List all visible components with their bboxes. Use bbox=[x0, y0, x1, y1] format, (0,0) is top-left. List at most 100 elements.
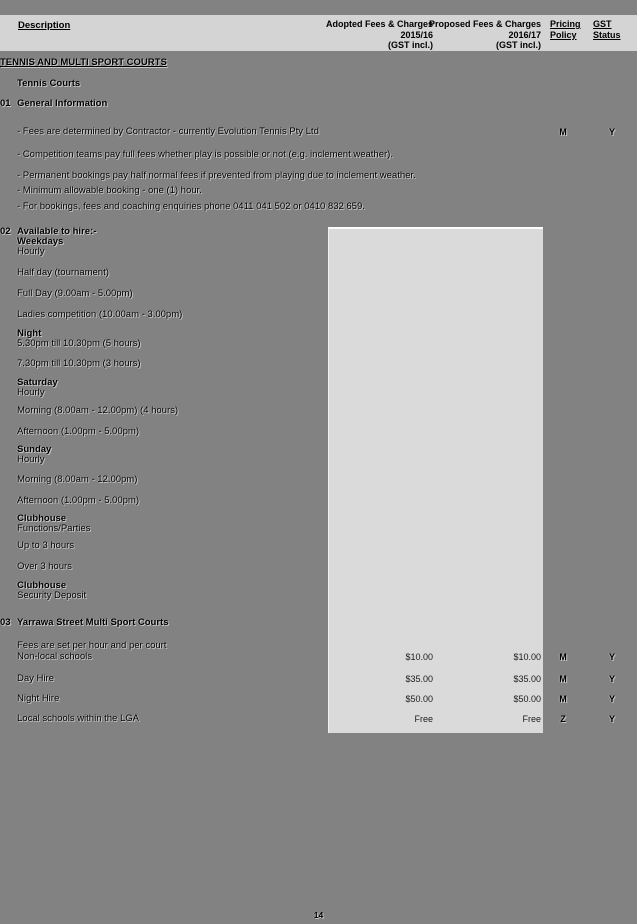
table-row: Full Day (9.00am - 5.00pm) bbox=[0, 289, 637, 299]
section-number: 01 bbox=[0, 98, 11, 109]
row-description: - Minimum allowable booking - one (1) ho… bbox=[17, 185, 202, 196]
row-description: Functions/Parties bbox=[17, 523, 91, 534]
row-description: Clubhouse bbox=[17, 513, 67, 524]
table-row: Sunday bbox=[0, 445, 637, 455]
row-description: Afternoon (1.00pm - 5.00pm) bbox=[17, 426, 139, 437]
table-row: - Fees are determined by Contractor - cu… bbox=[0, 126, 637, 138]
table-row: Up to 3 hours bbox=[0, 541, 637, 551]
row-description: Morning (8.00am - 12.00pm) bbox=[17, 474, 138, 485]
row-description: - Fees are determined by Contractor - cu… bbox=[17, 126, 319, 137]
adopted-fee-value: Free bbox=[414, 714, 433, 724]
row-description: Fees are set per hour and per court bbox=[17, 640, 167, 651]
proposed-fee-value: $50.00 bbox=[513, 694, 541, 704]
fees-table-rows: TENNIS AND MULTI SPORT COURTS Tennis Cour… bbox=[0, 58, 637, 725]
table-row: Hourly bbox=[0, 455, 637, 465]
table-row: Ladies competition (10.00am - 3.00pm) bbox=[0, 310, 637, 320]
table-row: Clubhouse bbox=[0, 514, 637, 524]
row-description: Non-local schools bbox=[17, 651, 92, 662]
gst-status-value: Y bbox=[608, 652, 615, 662]
adopted-fee-value: $10.00 bbox=[405, 652, 433, 662]
pricing-policy-value: Z bbox=[560, 714, 566, 724]
table-row: Half day (tournament) bbox=[0, 268, 637, 278]
table-row: Saturday bbox=[0, 378, 637, 388]
row-description: Half day (tournament) bbox=[17, 267, 109, 278]
highlighted-fee-columns-region bbox=[328, 227, 543, 733]
column-header-description: Description bbox=[18, 20, 71, 31]
table-header-band: Description Adopted Fees & Charges 2015/… bbox=[0, 15, 637, 51]
row-description: Weekdays bbox=[17, 236, 64, 247]
row-description: Sunday bbox=[17, 444, 52, 455]
table-row: Clubhouse bbox=[0, 581, 637, 591]
adopted-fee-value: $35.00 bbox=[405, 674, 433, 684]
table-row: Fees are set per hour and per court bbox=[0, 641, 637, 651]
page-number: 14 bbox=[313, 910, 324, 920]
proposed-fee-value: $35.00 bbox=[513, 674, 541, 684]
row-description: - Permanent bookings pay half normal fee… bbox=[17, 170, 416, 181]
row-description: Local schools within the LGA bbox=[17, 713, 139, 724]
table-row: - Minimum allowable booking - one (1) ho… bbox=[0, 186, 637, 196]
table-row: TENNIS AND MULTI SPORT COURTS bbox=[0, 58, 637, 68]
section-number: 02 bbox=[0, 226, 11, 237]
row-description: Full Day (9.00am - 5.00pm) bbox=[17, 288, 133, 299]
row-description: - For bookings, fees and coaching enquir… bbox=[17, 201, 365, 212]
row-description: Ladies competition (10.00am - 3.00pm) bbox=[17, 309, 183, 320]
table-row: Security Deposit bbox=[0, 591, 637, 601]
column-header-pricing-policy: Pricing Policy bbox=[550, 19, 581, 40]
row-description: Afternoon (1.00pm - 5.00pm) bbox=[17, 495, 139, 506]
table-row: Morning (8.00am - 12.00pm) (4 hours) bbox=[0, 406, 637, 416]
row-description: Up to 3 hours bbox=[17, 540, 75, 551]
section-number: 03 bbox=[0, 617, 11, 628]
table-row: Over 3 hours bbox=[0, 562, 637, 572]
row-description: General Information bbox=[17, 98, 108, 109]
table-row: Day Hire $35.00 $35.00 M Y bbox=[0, 673, 637, 685]
row-description: Tennis Courts bbox=[17, 78, 81, 89]
row-description: Night bbox=[17, 328, 42, 339]
column-header-adopted-fees: Adopted Fees & Charges 2015/16 (GST incl… bbox=[325, 19, 433, 50]
table-row: 7.30pm till 10.30pm (3 hours) bbox=[0, 359, 637, 369]
pricing-policy-value: M bbox=[559, 127, 567, 137]
table-row: - Permanent bookings pay half normal fee… bbox=[0, 171, 637, 181]
table-row: - Competition teams pay full fees whethe… bbox=[0, 150, 637, 160]
column-header-proposed-fees: Proposed Fees & Charges 2016/17 (GST inc… bbox=[428, 19, 541, 50]
row-description: 5.30pm till 10.30pm (5 hours) bbox=[17, 338, 141, 349]
row-description: TENNIS AND MULTI SPORT COURTS bbox=[0, 57, 167, 68]
proposed-fee-value: Free bbox=[522, 714, 541, 724]
table-row: Weekdays bbox=[0, 237, 637, 247]
row-description: - Competition teams pay full fees whethe… bbox=[17, 149, 393, 160]
row-description: Saturday bbox=[17, 377, 58, 388]
table-row: Morning (8.00am - 12.00pm) bbox=[0, 475, 637, 485]
table-row: Hourly bbox=[0, 247, 637, 257]
table-row: Tennis Courts bbox=[0, 79, 637, 89]
gst-status-value: Y bbox=[608, 674, 615, 684]
adopted-fee-value: $50.00 bbox=[405, 694, 433, 704]
gst-status-value: Y bbox=[608, 127, 615, 137]
table-row: Local schools within the LGA Free Free Z Y bbox=[0, 713, 637, 725]
row-description: Night Hire bbox=[17, 693, 60, 704]
table-row: Night Hire $50.00 $50.00 M Y bbox=[0, 693, 637, 705]
row-description: Available to hire:- bbox=[17, 226, 97, 237]
row-description: Hourly bbox=[17, 246, 45, 257]
column-header-gst-status: GST Status bbox=[593, 19, 621, 40]
table-row: Functions/Parties bbox=[0, 524, 637, 534]
pricing-policy-value: M bbox=[559, 674, 567, 684]
proposed-fee-value: $10.00 bbox=[513, 652, 541, 662]
row-description: 7.30pm till 10.30pm (3 hours) bbox=[17, 358, 141, 369]
row-description: Morning (8.00am - 12.00pm) (4 hours) bbox=[17, 405, 179, 416]
gst-status-value: Y bbox=[608, 694, 615, 704]
table-row: 03 Yarrawa Street Multi Sport Courts bbox=[0, 618, 637, 628]
table-row: - For bookings, fees and coaching enquir… bbox=[0, 202, 637, 212]
pricing-policy-value: M bbox=[559, 694, 567, 704]
pricing-policy-value: M bbox=[559, 652, 567, 662]
row-description: Day Hire bbox=[17, 673, 54, 684]
table-row: 01 General Information bbox=[0, 99, 637, 109]
row-description: Hourly bbox=[17, 454, 45, 465]
table-row: Non-local schools $10.00 $10.00 M Y bbox=[0, 651, 637, 663]
table-row: Afternoon (1.00pm - 5.00pm) bbox=[0, 496, 637, 506]
row-description: Yarrawa Street Multi Sport Courts bbox=[17, 617, 169, 628]
table-row: Afternoon (1.00pm - 5.00pm) bbox=[0, 427, 637, 437]
table-row: Hourly bbox=[0, 388, 637, 398]
table-row: 5.30pm till 10.30pm (5 hours) bbox=[0, 339, 637, 349]
row-description: Hourly bbox=[17, 387, 45, 398]
row-description: Security Deposit bbox=[17, 590, 87, 601]
row-description: Over 3 hours bbox=[17, 561, 72, 572]
